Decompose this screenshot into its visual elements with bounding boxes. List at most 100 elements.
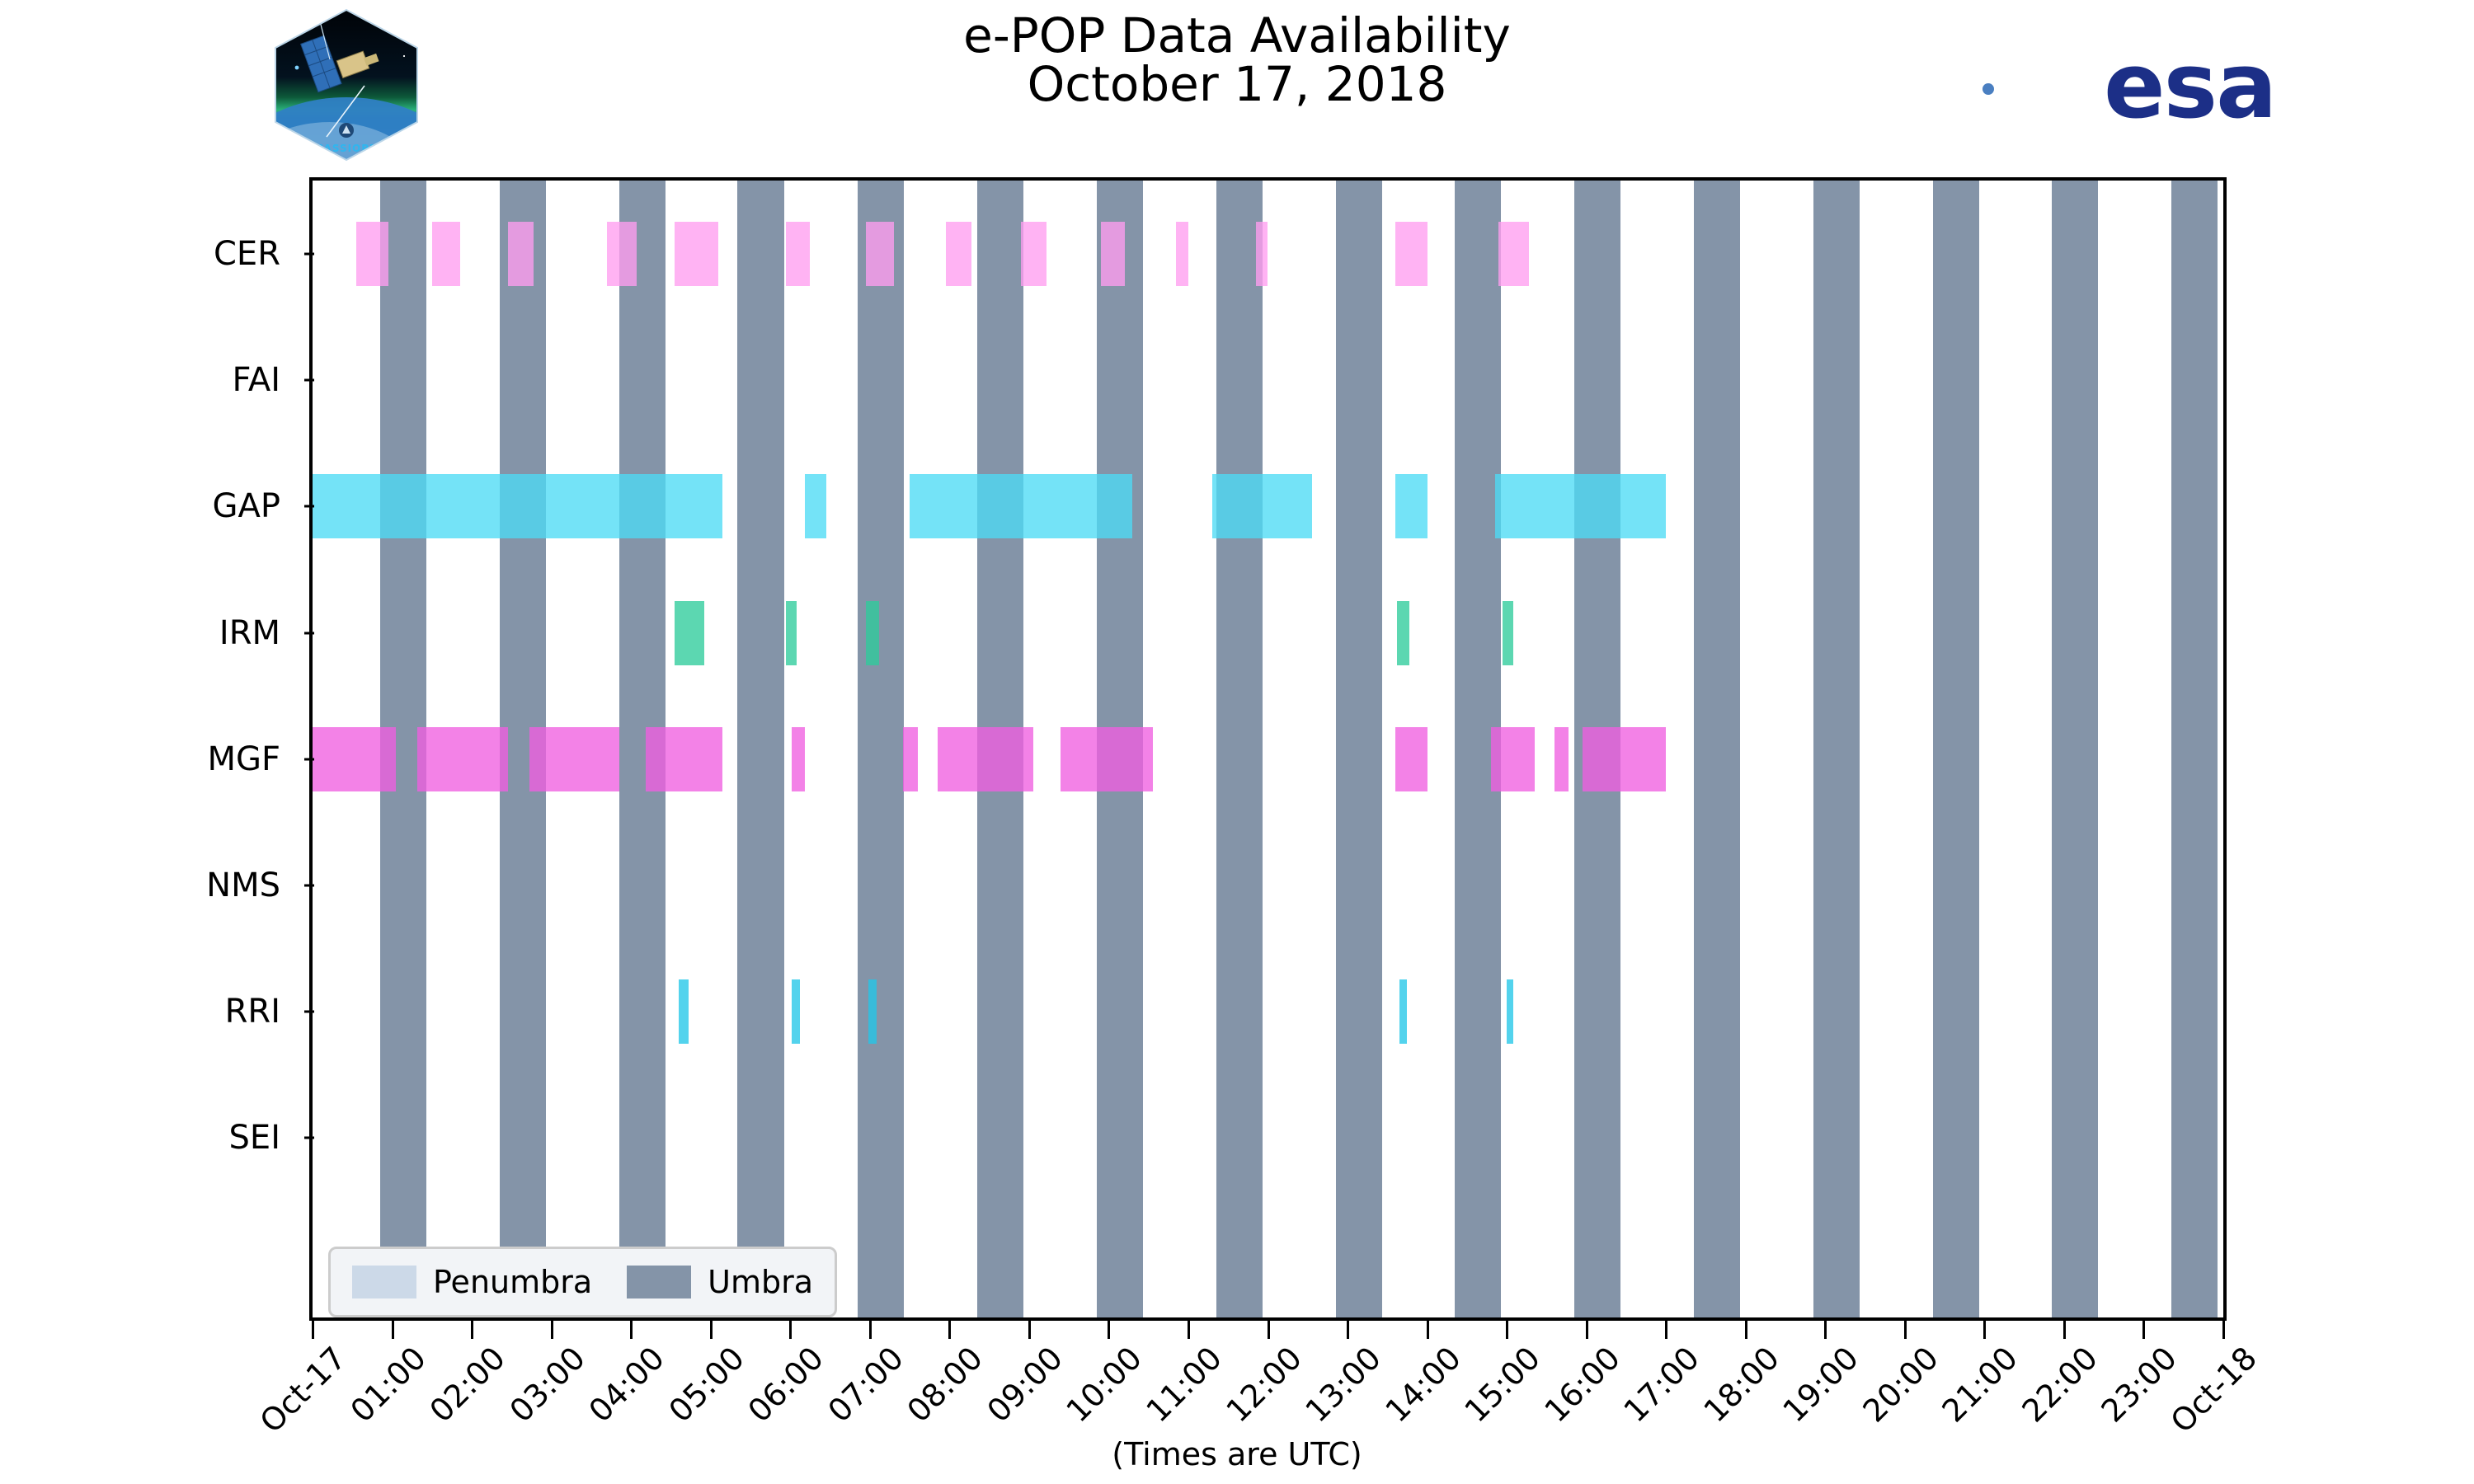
umbra-band [1693, 181, 1740, 1317]
x-tick-mark [1585, 1321, 1588, 1339]
data-bar-cer [1021, 221, 1047, 286]
x-tick-mark [2142, 1321, 2146, 1339]
legend-swatch-umbra [627, 1266, 692, 1298]
data-bar-cer [786, 221, 811, 286]
data-bar-cer [1100, 221, 1125, 286]
x-tick-mark [789, 1321, 793, 1339]
esa-mark-dot [1982, 83, 1994, 95]
x-tick-mark [1506, 1321, 1509, 1339]
data-bar-cer [1256, 221, 1268, 286]
data-bar-cer [1395, 221, 1427, 286]
data-bar-mgf [792, 726, 805, 791]
y-tick-label-irm: IRM [219, 613, 280, 652]
data-bar-cer [507, 221, 534, 286]
data-bar-rri [679, 979, 689, 1045]
data-bar-mgf [903, 726, 918, 791]
plot-area [309, 177, 2227, 1321]
data-bar-mgf [1490, 726, 1535, 791]
page-header: CASSIOPE e-POP Data Availability October… [0, 0, 2474, 177]
x-tick-mark [630, 1321, 633, 1339]
data-bar-mgf [417, 726, 508, 791]
legend-item-penumbra: Penumbra [352, 1264, 592, 1300]
x-tick-mark [1028, 1321, 1031, 1339]
legend-label-penumbra: Penumbra [433, 1264, 593, 1300]
esa-mark-inner [2016, 59, 2039, 102]
esa-logo: esa [1942, 16, 2321, 148]
umbra-band [1813, 181, 1860, 1317]
data-bar-cer [356, 221, 388, 286]
x-axis-title: (Times are UTC) [1112, 1436, 1362, 1472]
y-tick-label-sei: SEI [228, 1119, 280, 1158]
data-bar-irm [865, 600, 880, 665]
umbra-band [1335, 181, 1382, 1317]
x-tick-mark [312, 1321, 314, 1339]
y-tick-mark [304, 632, 314, 635]
x-tick-mark [709, 1321, 713, 1339]
x-tick-mark [1426, 1321, 1429, 1339]
x-tick-mark [2062, 1321, 2066, 1339]
y-tick-label-nms: NMS [206, 866, 280, 904]
y-tick-mark [304, 252, 314, 256]
data-bar-mgf [529, 726, 619, 791]
y-tick-label-cer: CER [214, 234, 280, 273]
data-bar-mgf [1061, 726, 1153, 791]
data-bar-mgf [1395, 726, 1427, 791]
data-bar-gap [910, 474, 1133, 539]
data-bar-mgf [937, 726, 1033, 791]
plot-inner [313, 181, 2223, 1317]
data-bar-cer [1176, 221, 1188, 286]
x-tick-mark [1744, 1321, 1747, 1339]
data-bar-mgf [313, 726, 397, 791]
x-tick-mark [1267, 1321, 1270, 1339]
data-bar-rri [792, 979, 800, 1045]
legend-item-umbra: Umbra [627, 1264, 813, 1300]
umbra-band [2052, 181, 2099, 1317]
x-tick-mark [1824, 1321, 1827, 1339]
y-tick-mark [304, 378, 314, 382]
x-tick-mark [471, 1321, 474, 1339]
data-bar-gap [1395, 474, 1427, 539]
legend-swatch-penumbra [352, 1266, 416, 1298]
data-bar-cer [1498, 221, 1530, 286]
x-tick-mark [1983, 1321, 1987, 1339]
x-tick-mark [1665, 1321, 1668, 1339]
esa-wordmark: esa [2104, 33, 2275, 139]
data-bar-rri [1507, 979, 1513, 1045]
data-bar-gap [804, 474, 826, 539]
umbra-band [858, 181, 905, 1317]
chart-legend: Penumbra Umbra [328, 1247, 838, 1317]
y-tick-mark [304, 1136, 314, 1139]
data-bar-gap [1211, 474, 1312, 539]
data-bar-irm [1503, 600, 1513, 665]
x-tick-mark [1347, 1321, 1350, 1339]
y-tick-mark [304, 505, 314, 508]
legend-label-umbra: Umbra [708, 1264, 814, 1300]
y-axis-labels: CER FAI GAP IRM MGF NMS RRI SEI [25, 177, 280, 1321]
y-tick-mark [304, 758, 314, 761]
data-bar-gap [313, 474, 723, 539]
y-tick-mark [304, 1010, 314, 1013]
title-line-1: e-POP Data Availability [963, 7, 1511, 63]
data-bar-gap [1494, 474, 1667, 539]
x-tick-mark [391, 1321, 394, 1339]
page-title: e-POP Data Availability October 17, 2018 [577, 7, 1897, 113]
y-tick-label-rri: RRI [224, 993, 280, 1031]
umbra-band [1216, 181, 1263, 1317]
x-tick-mark [868, 1321, 872, 1339]
y-axis-ticks [0, 177, 330, 1321]
title-line-2: October 17, 2018 [1027, 56, 1447, 113]
data-bar-rri [868, 979, 877, 1045]
data-bar-cer [607, 221, 637, 286]
x-tick-mark [948, 1321, 952, 1339]
x-tick-mark [2222, 1321, 2225, 1339]
data-bar-mgf [645, 726, 723, 791]
umbra-band [2171, 181, 2218, 1317]
umbra-band [1932, 181, 1979, 1317]
data-bar-irm [675, 600, 704, 665]
data-bar-mgf [1582, 726, 1667, 791]
x-tick-mark [1187, 1321, 1190, 1339]
umbra-band [736, 181, 785, 1317]
cassiope-logo: CASSIOPE [272, 7, 421, 163]
y-tick-label-mgf: MGF [207, 740, 280, 778]
